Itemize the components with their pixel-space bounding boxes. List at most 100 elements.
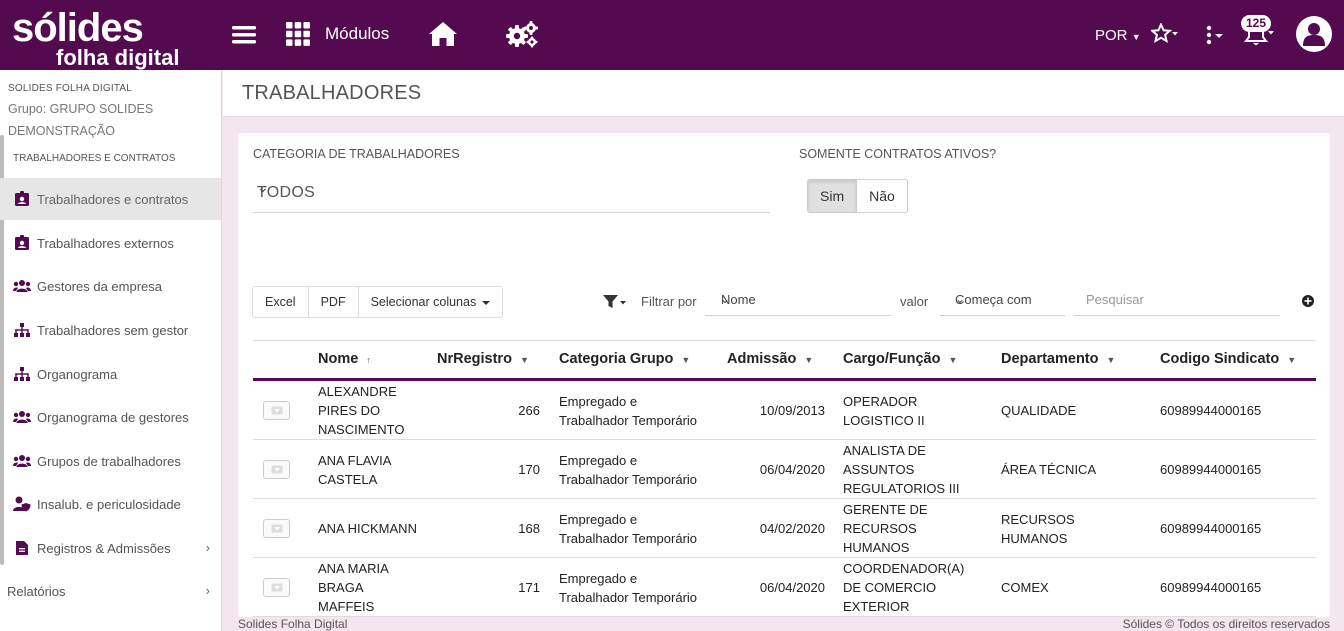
cell-registro: 168 bbox=[433, 519, 540, 538]
column-label: Admissão bbox=[727, 351, 797, 367]
column-header-admissao[interactable]: Admissão ▼ bbox=[727, 351, 813, 367]
menu-icon[interactable] bbox=[231, 24, 257, 46]
cell-line: COORDENADOR(A) bbox=[843, 561, 965, 576]
modules-link[interactable]: Módulos bbox=[325, 24, 390, 43]
cell-registro: 266 bbox=[433, 401, 540, 420]
select-columns-button[interactable]: Selecionar colunas bbox=[359, 287, 503, 317]
grid-icon[interactable] bbox=[285, 21, 311, 47]
table-row[interactable]: ANA MARIA BRAGA MAFFEIS 171 Empregado e Traba… bbox=[253, 558, 1316, 617]
column-label: Categoria Grupo bbox=[559, 351, 674, 367]
user-avatar-icon[interactable] bbox=[1296, 16, 1332, 52]
sort-icon: ▼ bbox=[804, 355, 814, 365]
column-header-sindicato[interactable]: Codigo Sindicato ▼ bbox=[1160, 351, 1296, 367]
logo-line1: sólides bbox=[12, 6, 144, 50]
active-contracts-label: SOMENTE CONTRATOS ATIVOS? bbox=[799, 147, 997, 161]
cell-admissao: 04/02/2020 bbox=[723, 519, 825, 538]
cell-admissao: 10/09/2013 bbox=[723, 401, 825, 420]
category-value: TODOS bbox=[257, 184, 316, 201]
cell-line: EXTERIOR bbox=[843, 599, 910, 614]
pdf-button[interactable]: PDF bbox=[309, 287, 359, 317]
caret-down-icon bbox=[271, 465, 282, 474]
sidebar-item-trabalhadores-contratos[interactable]: Trabalhadores e contratos bbox=[0, 178, 221, 220]
cell-line: HUMANOS bbox=[1001, 531, 1068, 546]
sidebar-item-gestores[interactable]: Gestores da empresa bbox=[0, 265, 221, 307]
cell-line: 04/02/2020 bbox=[759, 521, 825, 536]
sidebar-item-label: Gestores da empresa bbox=[37, 278, 163, 294]
cell-sindicato: 60989944000165 bbox=[1160, 401, 1310, 420]
yes-button[interactable]: Sim bbox=[808, 180, 858, 212]
cell-sindicato: 60989944000165 bbox=[1160, 578, 1310, 597]
filter-field-select[interactable]: Nome ⌄ bbox=[705, 286, 891, 316]
sidebar-item-label: Organograma bbox=[37, 366, 118, 382]
user-shield-icon bbox=[13, 496, 31, 512]
column-header-categoria[interactable]: Categoria Grupo ▼ bbox=[559, 351, 690, 367]
value-label: valor bbox=[900, 294, 929, 309]
sidebar-scrollbar[interactable] bbox=[0, 135, 4, 565]
table-row[interactable]: ANA FLAVIA CASTELA 170 Empregado e Trabalhad… bbox=[253, 440, 1316, 499]
sidebar-item-label: Trabalhadores sem gestor bbox=[37, 322, 189, 338]
search-input[interactable]: Pesquisar bbox=[1074, 286, 1280, 316]
cell-departamento: ÁREA TÉCNICA bbox=[1001, 460, 1151, 479]
caret-down-icon bbox=[271, 524, 282, 533]
sidebar-group: Grupo: GRUPO SOLIDES DEMONSTRAÇÃO bbox=[8, 102, 154, 138]
cell-line: 60989944000165 bbox=[1160, 580, 1262, 595]
sidebar-item-organograma-gestores[interactable]: Organograma de gestores bbox=[0, 396, 221, 438]
excel-button[interactable]: Excel bbox=[253, 287, 309, 317]
cell-nome: ALEXANDRE PIRES DO NASCIMENTO bbox=[318, 382, 428, 439]
cell-registro: 171 bbox=[433, 578, 540, 597]
sort-icon: ▼ bbox=[1106, 355, 1116, 365]
sidebar-item-grupos[interactable]: Grupos de trabalhadores bbox=[0, 440, 221, 482]
column-label: Cargo/Função bbox=[843, 351, 941, 367]
no-button[interactable]: Não bbox=[869, 188, 895, 204]
row-expand-button[interactable] bbox=[263, 401, 290, 420]
home-icon[interactable] bbox=[428, 20, 458, 48]
select-columns-label: Selecionar colunas bbox=[370, 295, 477, 309]
filter-operator-select[interactable]: Começa com ⌄ bbox=[940, 286, 1065, 316]
more-vert-icon[interactable] bbox=[1203, 24, 1227, 46]
page-title: TRABALHADORES bbox=[242, 82, 422, 104]
cell-categoria: Empregado e Trabalhador Temporário bbox=[559, 451, 719, 489]
sidebar-item-organograma[interactable]: Organograma bbox=[0, 353, 221, 395]
table-row[interactable]: ALEXANDRE PIRES DO NASCIMENTO 266 Empregado … bbox=[253, 381, 1316, 440]
column-header-cargo[interactable]: Cargo/Função ▼ bbox=[843, 351, 957, 367]
filter-icon[interactable] bbox=[603, 294, 627, 310]
cell-categoria: Empregado e Trabalhador Temporário bbox=[559, 510, 719, 548]
cell-line: Empregado e bbox=[559, 571, 638, 586]
column-label: Codigo Sindicato bbox=[1160, 351, 1280, 367]
cell-line: 10/09/2013 bbox=[759, 403, 825, 418]
logo[interactable]: sólides folha digital bbox=[12, 6, 182, 70]
cell-cargo: COORDENADOR(A) DE COMERCIO EXTERIOR bbox=[843, 559, 993, 616]
caret-down-icon bbox=[271, 406, 282, 415]
star-icon[interactable] bbox=[1151, 22, 1179, 46]
cell-line: 266 bbox=[518, 403, 540, 418]
sort-asc-icon: ↑ bbox=[366, 355, 371, 365]
chevron-down-icon: ⌄ bbox=[955, 292, 966, 306]
cell-line: COMEX bbox=[1001, 580, 1049, 595]
column-header-registro[interactable]: NrRegistro ▼ bbox=[437, 351, 529, 367]
id-badge-icon bbox=[13, 191, 31, 207]
users-icon bbox=[13, 278, 31, 294]
sitemap-icon bbox=[13, 366, 31, 382]
sidebar-item-label: Registros & Admissões bbox=[37, 540, 171, 556]
sidebar-item-relatorios[interactable]: Relatórios › bbox=[0, 570, 221, 612]
sidebar-item-sem-gestor[interactable]: Trabalhadores sem gestor bbox=[0, 309, 221, 351]
add-filter-icon[interactable] bbox=[1301, 294, 1315, 308]
row-expand-button[interactable] bbox=[263, 460, 290, 479]
sidebar-item-registros[interactable]: Registros & Admissões › bbox=[0, 527, 221, 569]
column-label: NrRegistro bbox=[437, 351, 512, 367]
sidebar-item-insalubridade[interactable]: Insalub. e periculosidade bbox=[0, 483, 221, 525]
table-row[interactable]: ANA HICKMANN 168 Empregado e Trabalhador Te… bbox=[253, 499, 1316, 558]
language-selector[interactable]: POR ▼ bbox=[1095, 27, 1141, 44]
sidebar-item-trabalhadores-externos[interactable]: Trabalhadores externos bbox=[0, 222, 221, 264]
row-expand-button[interactable] bbox=[263, 519, 290, 538]
row-expand-button[interactable] bbox=[263, 578, 290, 597]
category-select[interactable]: TODOS ⌄ bbox=[253, 173, 770, 213]
column-header-nome[interactable]: Nome ↑ bbox=[318, 351, 371, 367]
gears-icon[interactable] bbox=[505, 20, 539, 48]
cell-line: RECURSOS bbox=[843, 521, 917, 536]
chevron-right-icon: › bbox=[205, 540, 210, 555]
filter-by-label: Filtrar por bbox=[641, 294, 697, 309]
cell-nome: ANA HICKMANN bbox=[318, 519, 428, 538]
export-button-group: Excel PDF Selecionar colunas bbox=[252, 286, 504, 318]
column-header-departamento[interactable]: Departamento ▼ bbox=[1001, 351, 1115, 367]
